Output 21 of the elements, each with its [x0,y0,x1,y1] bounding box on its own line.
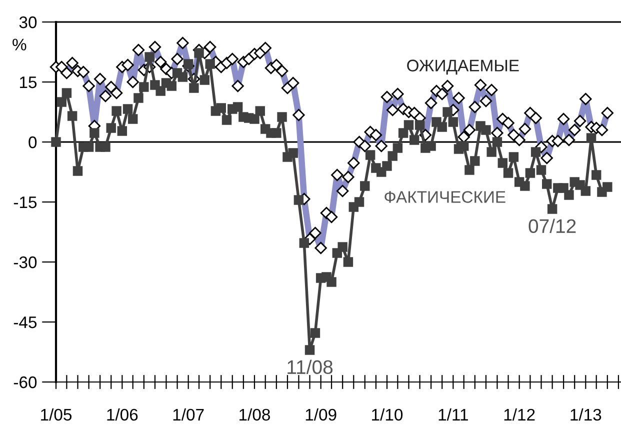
y-tick-label: 30 [19,16,37,28]
x-tick-label: 1/10 [372,408,403,421]
annotation: 11/08 [288,360,333,374]
x-tick-label: 1/09 [306,408,336,421]
x-tick-label: 1/08 [240,408,270,421]
series-label: ФАКТИЧЕСКИЕ [384,191,506,203]
y-tick-label: -60 [14,376,37,388]
annotation: 07/12 [528,218,576,234]
x-tick-label: 1/06 [107,408,138,421]
x-tick-label: 1/05 [41,408,72,421]
x-tick-label: 1/07 [173,408,204,421]
x-tick-label: 1/12 [504,408,535,421]
y-tick-label: -30 [14,256,37,268]
y-tick-label: -15 [14,196,37,208]
y-tick-label: 0 [28,136,37,148]
y-tick-label: -45 [14,316,37,328]
x-tick-label: 1/13 [570,408,602,421]
y-axis-title: % [12,38,26,50]
x-tick-label: 1/11 [438,408,468,421]
series-label: ОЖИДАЕМЫЕ [407,60,519,75]
y-tick-label: 15 [20,76,37,88]
